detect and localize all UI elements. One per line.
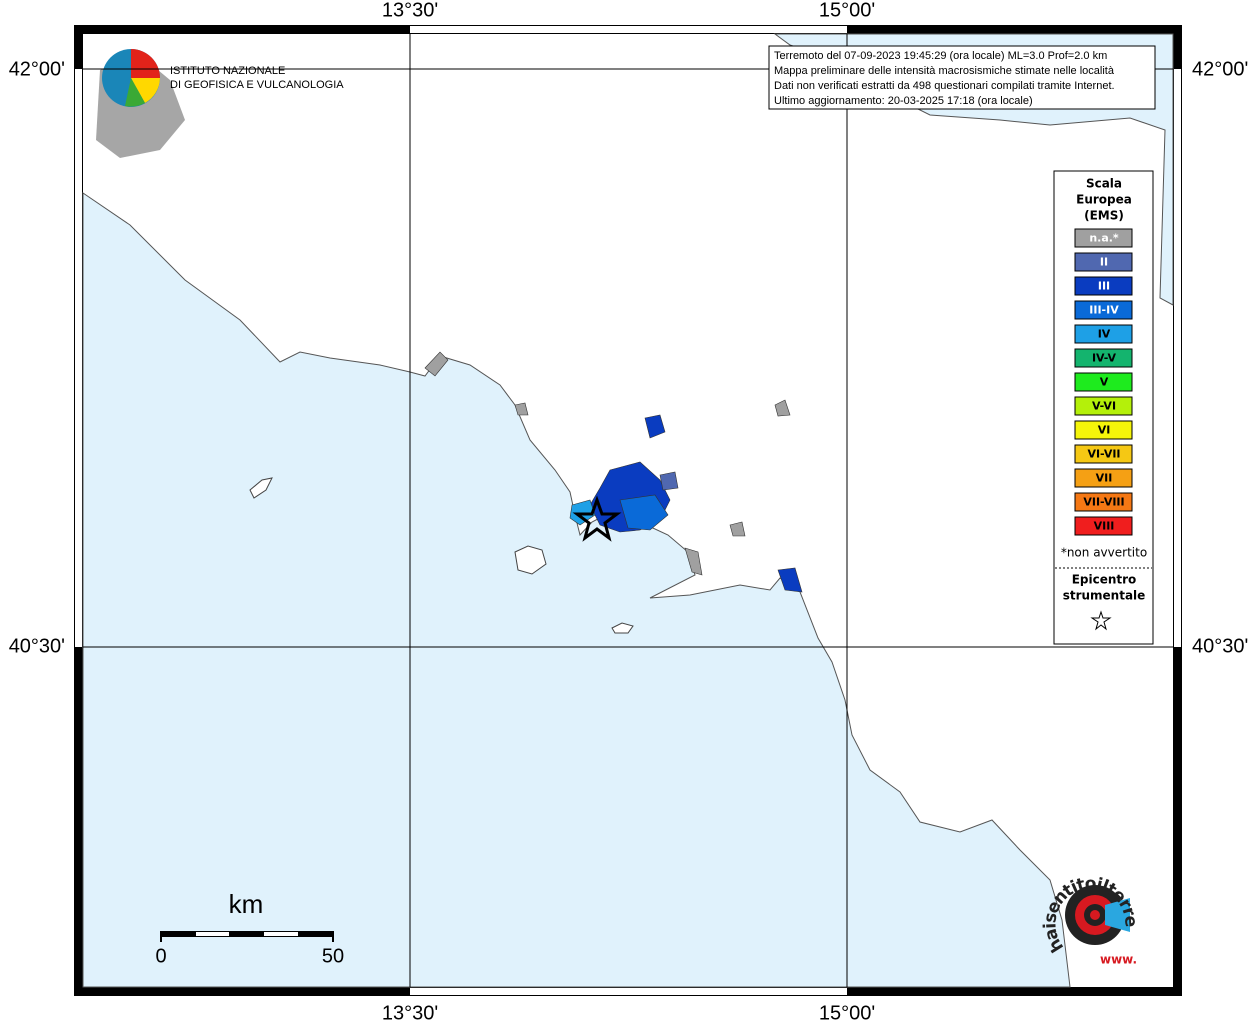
legend-swatch — [1074, 252, 1133, 272]
lat-label: 42°00' — [9, 58, 65, 80]
legend-label: n.a.* — [1089, 232, 1119, 245]
legend-swatch — [1074, 372, 1133, 392]
legend-title: Scala — [1086, 177, 1122, 191]
legend-title: (EMS) — [1084, 209, 1124, 223]
legend-swatch — [1074, 348, 1133, 368]
info-box — [768, 45, 1156, 110]
legend-label: VII-VIII — [1083, 496, 1124, 509]
legend-title: Europea — [1076, 193, 1132, 207]
legend-swatch — [1074, 228, 1133, 248]
legend-label: V — [1100, 376, 1109, 389]
legend-label: VII — [1096, 472, 1113, 485]
frame-ticks — [75, 26, 1181, 995]
legend-label: V-VI — [1092, 400, 1116, 413]
island — [611, 622, 634, 634]
legend-swatch — [1074, 444, 1133, 464]
legend-label: IV — [1098, 328, 1111, 341]
badge-prefix: www. — [1100, 953, 1137, 967]
legend-swatch — [1074, 276, 1133, 296]
info-line: Terremoto del 07-09-2023 19:45:29 (ora l… — [774, 50, 1107, 62]
legend-swatch — [1074, 396, 1133, 416]
logo: ISTITUTO NAZIONALE DI GEOFISICA E VULCAN… — [96, 49, 344, 158]
legend-star — [1090, 610, 1112, 631]
scale-bar: km 0 50 — [155, 889, 344, 967]
epicenter — [572, 495, 622, 542]
legend-label: IV-V — [1092, 352, 1117, 365]
legend-swatch — [1074, 516, 1133, 536]
island — [249, 477, 273, 499]
sea — [82, 192, 1071, 988]
lat-label: 40°30' — [1192, 635, 1248, 657]
info-line: Mappa preliminare delle intensità macros… — [774, 65, 1115, 77]
info-line: Ultimo aggiornamento: 20-03-2025 17:18 (… — [774, 95, 1033, 107]
legend-swatch — [1074, 300, 1133, 320]
lat-label: 42°00' — [1192, 58, 1248, 80]
lon-label: 13°30' — [382, 0, 438, 21]
info-line: Dati non verificati estratti da 498 ques… — [774, 80, 1115, 92]
legend-label: VI — [1098, 424, 1111, 437]
logo-text: DI GEOFISICA E VULCANOLOGIA — [170, 79, 344, 91]
lon-label: 13°30' — [382, 1002, 438, 1024]
legend-epicenter: Epicentro — [1072, 573, 1137, 587]
scale-label: 50 — [322, 945, 344, 967]
legend-epicenter: strumentale — [1063, 589, 1146, 603]
lon-label: 15°00' — [819, 0, 875, 21]
legend-label: VIII — [1094, 520, 1115, 533]
legend-label: VI-VII — [1087, 448, 1120, 461]
legend-swatch — [1074, 420, 1133, 440]
lon-label: 15°00' — [819, 1002, 875, 1024]
legend-label: II — [1100, 256, 1108, 269]
island — [514, 545, 547, 575]
legend-swatch — [1074, 324, 1133, 344]
logo-text: ISTITUTO NAZIONALE — [170, 65, 285, 77]
scale-label: 0 — [155, 945, 166, 967]
legend-swatch — [1074, 492, 1133, 512]
lat-label: 40°30' — [9, 635, 65, 657]
legend-swatch — [1074, 468, 1133, 488]
legend-label: III-IV — [1089, 304, 1119, 317]
legend-label: III — [1098, 280, 1110, 293]
legend-note: *non avvertito — [1061, 546, 1147, 560]
scale-unit: km — [229, 889, 264, 919]
